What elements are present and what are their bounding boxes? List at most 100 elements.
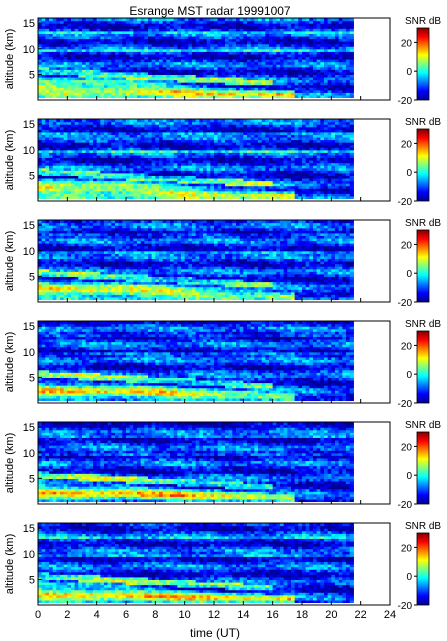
heatmap-cell — [232, 33, 237, 37]
heatmap-cell — [159, 28, 164, 32]
heatmap-cell — [228, 59, 233, 63]
heatmap-cell — [181, 43, 186, 47]
heatmap-cell — [104, 61, 109, 65]
heatmap-cell — [41, 69, 46, 73]
heatmap-cell — [173, 48, 178, 52]
heatmap-cell — [199, 53, 204, 58]
heatmap-cell — [89, 69, 94, 73]
heatmap-cell — [126, 92, 131, 96]
heatmap-cell — [104, 41, 109, 45]
heatmap-cell — [115, 94, 120, 99]
heatmap-cell — [232, 69, 237, 73]
heatmap-cell — [254, 89, 259, 93]
heatmap-cell — [261, 23, 266, 27]
heatmap-cell — [217, 48, 222, 52]
heatmap-cell — [188, 94, 193, 99]
heatmap-cell — [52, 69, 57, 73]
heatmap-cell — [96, 28, 101, 32]
heatmap-cell — [206, 33, 211, 37]
heatmap-cell — [258, 87, 263, 91]
heatmap-cell — [258, 76, 263, 81]
heatmap-cell — [162, 38, 167, 42]
heatmap-cell — [258, 20, 263, 24]
heatmap-cell — [269, 84, 274, 88]
heatmap-cell — [56, 56, 61, 60]
heatmap-cell — [148, 30, 153, 34]
heatmap-cell — [166, 59, 171, 63]
heatmap-cell — [170, 64, 175, 68]
heatmap-cell — [272, 35, 277, 40]
heatmap-cell — [60, 94, 65, 99]
heatmap-cell — [63, 35, 68, 40]
heatmap-cell — [247, 69, 252, 73]
heatmap-cell — [210, 94, 215, 99]
heatmap-cell — [148, 23, 153, 27]
heatmap-cell — [148, 35, 153, 40]
heatmap-cell — [38, 48, 43, 52]
heatmap-cell — [265, 66, 270, 70]
heatmap-cell — [228, 51, 233, 55]
heatmap-cell — [217, 25, 222, 29]
heatmap-cell — [126, 51, 131, 55]
heatmap-cell — [283, 41, 288, 45]
heatmap-cell — [56, 71, 61, 75]
heatmap-cell — [52, 33, 57, 37]
heatmap-cell — [93, 25, 98, 29]
heatmap-cell — [74, 48, 79, 52]
heatmap-cell — [60, 46, 65, 50]
heatmap-cell — [63, 84, 68, 88]
heatmap-cell — [151, 23, 156, 27]
heatmap-cell — [195, 51, 200, 55]
heatmap-cell — [133, 94, 138, 99]
heatmap-cell — [181, 53, 186, 58]
heatmap-cell — [228, 25, 233, 29]
heatmap-cell — [159, 89, 164, 93]
heatmap-cell — [151, 66, 156, 70]
heatmap-cell — [45, 76, 50, 81]
heatmap-cell — [85, 87, 90, 91]
heatmap-cell — [122, 46, 127, 50]
heatmap-cell — [258, 18, 263, 22]
heatmap-cell — [111, 74, 116, 78]
heatmap-cell — [49, 28, 54, 32]
heatmap-cell — [203, 87, 208, 91]
heatmap-cell — [192, 53, 197, 58]
heatmap-cell — [67, 38, 72, 42]
heatmap-cell — [254, 76, 259, 81]
heatmap-cell — [199, 56, 204, 60]
heatmap-cell — [96, 79, 101, 83]
heatmap-cell — [85, 30, 90, 34]
heatmap-cell — [144, 66, 149, 70]
heatmap-cell — [71, 43, 76, 47]
heatmap-cell — [247, 59, 252, 63]
heatmap-cell — [104, 48, 109, 52]
heatmap-cell — [258, 28, 263, 32]
heatmap-cell — [82, 30, 87, 34]
heatmap-cell — [111, 61, 116, 65]
heatmap-cell — [49, 66, 54, 70]
heatmap-cell — [60, 35, 65, 40]
heatmap-cell — [177, 28, 182, 32]
heatmap-cell — [93, 84, 98, 88]
heatmap-cell — [71, 53, 76, 58]
colorbar-label: SNR dB — [405, 16, 441, 27]
heatmap-cell — [115, 30, 120, 34]
heatmap-cell — [100, 23, 105, 27]
heatmap-cell — [195, 35, 200, 40]
heatmap-cell — [228, 35, 233, 40]
heatmap-cell — [217, 28, 222, 32]
heatmap-cell — [254, 87, 259, 91]
heatmap-cell — [181, 18, 186, 22]
heatmap-cell — [148, 82, 153, 86]
heatmap-cell — [181, 35, 186, 40]
heatmap-cell — [60, 61, 65, 65]
heatmap-cell — [173, 87, 178, 91]
heatmap-cell — [210, 74, 215, 78]
heatmap-cell — [45, 53, 50, 58]
heatmap-cell — [188, 18, 193, 22]
heatmap-cell — [225, 53, 230, 58]
heatmap-cell — [272, 94, 277, 99]
heatmap-cell — [45, 18, 50, 22]
heatmap-cell — [199, 35, 204, 40]
heatmap-cell — [203, 48, 208, 52]
